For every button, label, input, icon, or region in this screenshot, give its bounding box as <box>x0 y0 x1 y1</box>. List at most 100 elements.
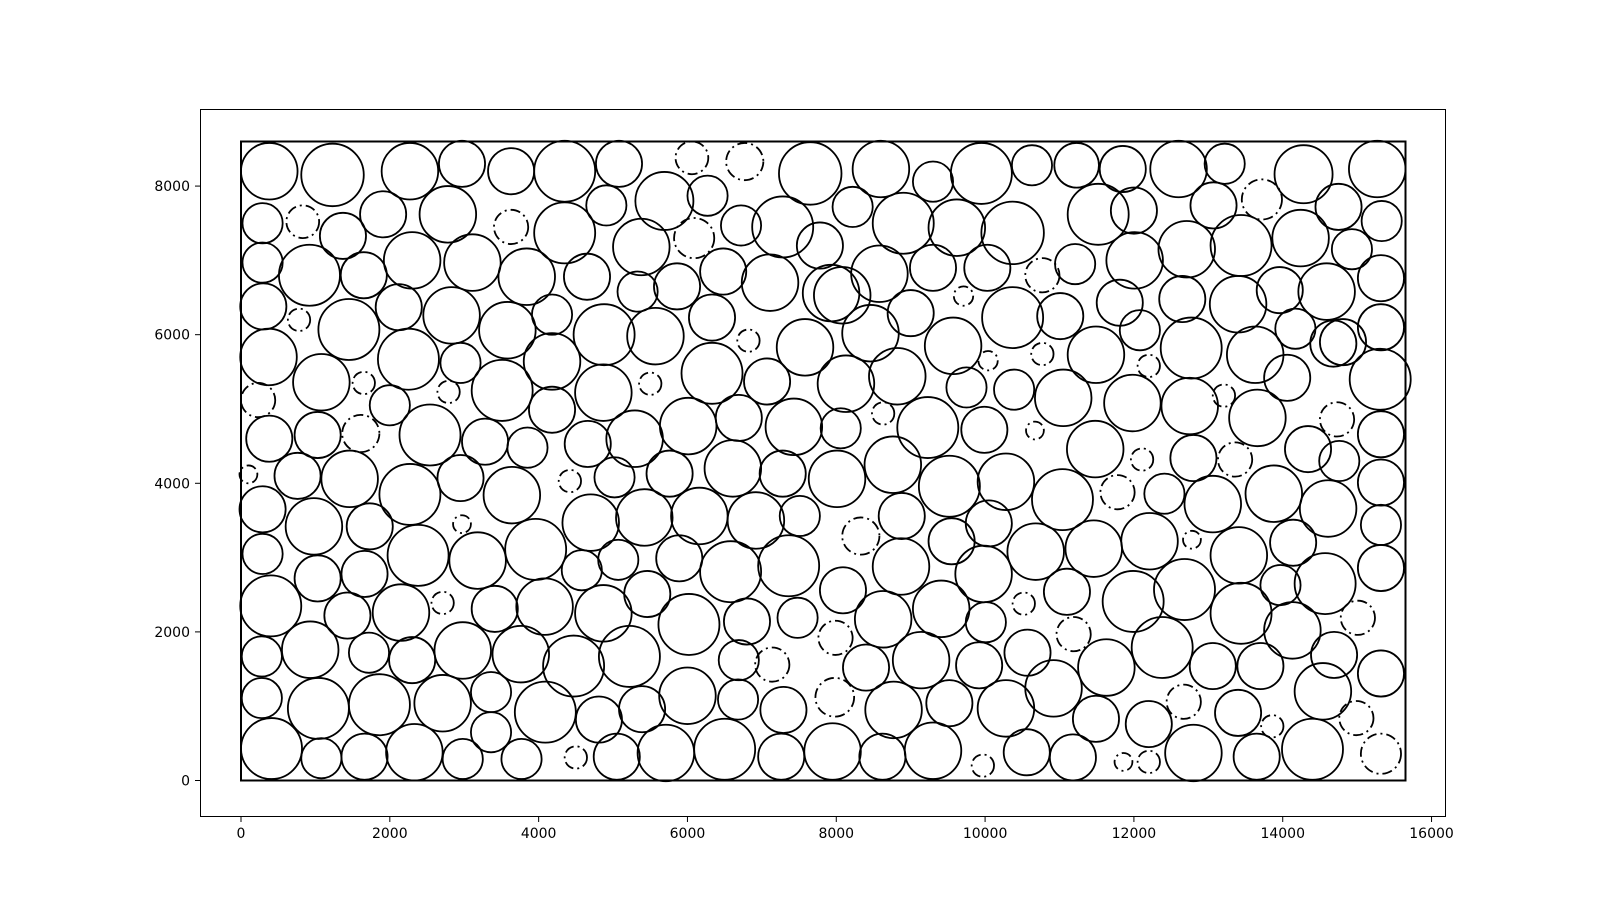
circle-marker <box>1348 139 1407 199</box>
circle-marker <box>623 570 672 618</box>
circle-marker <box>1189 181 1238 230</box>
circle-marker <box>636 723 696 783</box>
circle-marker <box>377 327 440 391</box>
circle-marker <box>778 141 843 206</box>
circle-marker <box>891 630 951 690</box>
circle-marker <box>813 266 872 325</box>
circle-marker <box>240 677 283 720</box>
circle-marker <box>1103 373 1162 433</box>
y-tick-label: 2000 <box>154 625 190 641</box>
circle-marker <box>714 393 763 442</box>
x-tick-label: 16000 <box>1409 826 1454 842</box>
circle-marker <box>1310 630 1359 679</box>
circle-marker <box>368 384 411 427</box>
dashed-circle-marker <box>341 414 381 454</box>
circle-marker <box>981 286 1045 350</box>
dashed-circle-marker <box>436 379 461 404</box>
circle-marker <box>743 357 792 406</box>
circle-marker <box>374 283 423 332</box>
axes-frame <box>200 109 1446 817</box>
circle-marker <box>717 639 760 682</box>
circle-marker <box>448 531 507 590</box>
circle-marker <box>923 316 983 376</box>
circle-marker <box>717 678 760 721</box>
circle-marker <box>240 717 303 780</box>
circle-marker <box>680 341 744 405</box>
circle-marker <box>470 671 513 714</box>
circle-marker <box>293 411 342 459</box>
circle-marker <box>439 341 482 384</box>
circle-marker <box>317 298 381 361</box>
circle-marker <box>598 625 661 688</box>
dashed-circle-marker <box>240 382 277 419</box>
dashed-circle-marker <box>673 217 716 260</box>
circle-marker <box>542 634 606 698</box>
circle-marker <box>1209 526 1268 585</box>
dashed-circle-marker <box>977 350 999 372</box>
circle-marker <box>1309 319 1358 368</box>
circle-marker <box>917 454 981 518</box>
x-tick-label: 6000 <box>670 826 706 842</box>
dashed-circle-marker <box>674 140 710 176</box>
circle-marker <box>1232 732 1281 781</box>
circle-marker <box>653 262 702 311</box>
circle-marker <box>605 409 664 468</box>
circle-marker <box>1356 254 1405 303</box>
circle-marker <box>1214 688 1263 737</box>
circle-marker <box>1359 503 1402 546</box>
circle-marker <box>655 534 704 583</box>
circle-marker <box>318 211 367 260</box>
circle-marker <box>945 366 988 409</box>
circle-marker <box>795 221 844 270</box>
circle-marker <box>1066 325 1126 384</box>
y-tick-label: 6000 <box>154 328 190 344</box>
circle-marker <box>245 414 294 463</box>
circle-marker <box>1244 464 1303 523</box>
circle-marker <box>1149 139 1208 199</box>
circle-marker <box>278 243 341 307</box>
circle-marker <box>657 593 721 656</box>
circle-marker <box>645 449 694 498</box>
circle-marker <box>1356 303 1405 352</box>
dashed-circle-marker <box>871 401 896 426</box>
circle-marker <box>286 677 350 740</box>
y-tick-label: 4000 <box>154 476 190 492</box>
circle-marker <box>238 485 287 534</box>
circle-marker <box>842 643 891 692</box>
circle-marker <box>478 301 537 360</box>
circle-marker <box>699 540 763 604</box>
circle-marker <box>831 185 874 228</box>
dashed-circle-marker <box>1338 700 1375 737</box>
y-tick-label: 8000 <box>154 179 190 195</box>
x-tick-label: 8000 <box>818 826 854 842</box>
circle-marker <box>759 685 808 734</box>
circle-marker <box>1281 717 1344 781</box>
circle-marker <box>1263 601 1322 660</box>
x-tick-label: 14000 <box>1260 826 1305 842</box>
dashed-circle-marker <box>1165 683 1202 720</box>
circle-marker <box>386 523 450 587</box>
circle-marker <box>1356 458 1405 507</box>
circle-marker <box>380 142 440 201</box>
y-tick-label: 0 <box>181 774 190 790</box>
circle-marker <box>1314 182 1363 231</box>
circle-marker <box>1024 659 1083 718</box>
circle-marker <box>816 354 876 413</box>
circle-marker <box>1120 512 1179 571</box>
circle-marker <box>1293 662 1353 721</box>
y-axis: 0 2000 4000 6000 8000 <box>154 179 201 790</box>
circle-marker <box>585 184 628 227</box>
circle-marker <box>863 435 922 494</box>
circle-marker <box>659 396 718 456</box>
dashed-circle-marker <box>1359 732 1402 775</box>
circle-marker <box>903 721 963 780</box>
dashed-circle-marker <box>814 677 856 718</box>
circle-marker <box>438 139 486 188</box>
circle-marker <box>528 385 576 434</box>
dashed-circle-marker <box>1130 447 1155 472</box>
circle-marker <box>1130 616 1194 679</box>
circle-marker <box>686 174 729 217</box>
circle-marker <box>482 466 542 525</box>
circle-marker <box>858 732 907 781</box>
circle-marker <box>1169 434 1218 482</box>
